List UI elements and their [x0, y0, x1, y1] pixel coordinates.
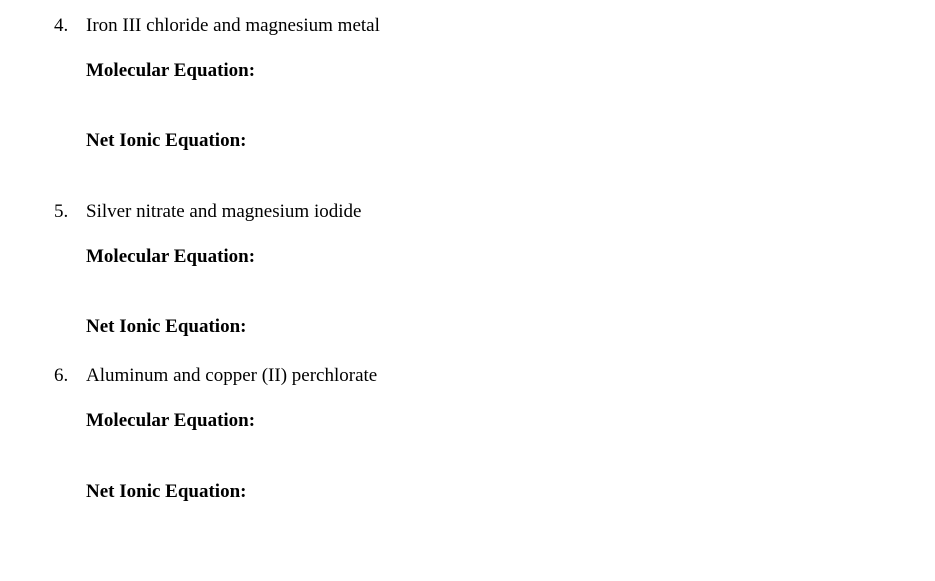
question-number: 6.: [54, 364, 86, 389]
question-row: 6. Aluminum and copper (II) perchlorate: [54, 364, 935, 389]
net-ionic-equation-label: Net Ionic Equation:: [86, 129, 935, 154]
molecular-equation-label: Molecular Equation:: [86, 409, 935, 434]
question-number: 5.: [54, 200, 86, 225]
question-prompt: Iron III chloride and magnesium metal: [86, 14, 935, 39]
net-ionic-equation-label: Net Ionic Equation:: [86, 315, 935, 340]
question-row: 5. Silver nitrate and magnesium iodide: [54, 200, 935, 225]
question-4: 4. Iron III chloride and magnesium metal…: [54, 14, 935, 154]
question-prompt: Aluminum and copper (II) perchlorate: [86, 364, 935, 389]
molecular-equation-label: Molecular Equation:: [86, 59, 935, 84]
worksheet-page: 4. Iron III chloride and magnesium metal…: [0, 0, 935, 504]
question-row: 4. Iron III chloride and magnesium metal: [54, 14, 935, 39]
question-5: 5. Silver nitrate and magnesium iodide M…: [54, 200, 935, 340]
molecular-equation-label: Molecular Equation:: [86, 245, 935, 270]
question-6: 6. Aluminum and copper (II) perchlorate …: [54, 364, 935, 504]
question-prompt: Silver nitrate and magnesium iodide: [86, 200, 935, 225]
question-number: 4.: [54, 14, 86, 39]
net-ionic-equation-label: Net Ionic Equation:: [86, 480, 935, 505]
